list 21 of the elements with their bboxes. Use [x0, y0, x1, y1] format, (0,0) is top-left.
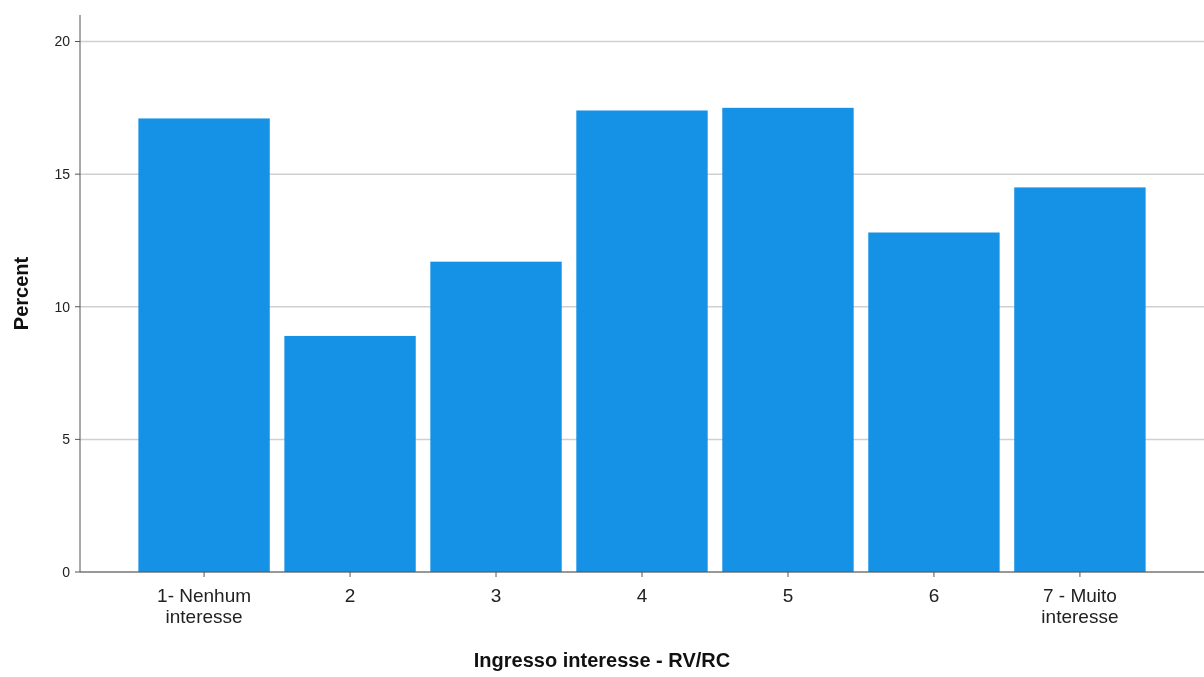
x-tick-label: 6 [928, 585, 940, 606]
x-tick-label: 5 [782, 585, 794, 606]
bar [1014, 187, 1146, 572]
bar [430, 261, 562, 572]
x-tick-label: 3 [490, 585, 502, 606]
y-tick-label: 15 [54, 166, 71, 183]
bar [722, 107, 854, 572]
y-tick-label: 20 [54, 33, 71, 50]
x-tick-label: 1- Nenhum interesse [157, 585, 252, 627]
y-axis-title: Percent [10, 256, 32, 331]
x-axis-title: Ingresso interesse - RV/RC [473, 649, 731, 671]
x-tick-label: 7 - Muito interesse [1041, 585, 1119, 627]
bar [138, 118, 270, 572]
bar [868, 232, 1000, 572]
bar [576, 110, 708, 572]
y-tick-label: 0 [62, 563, 71, 580]
x-tick-label: 4 [636, 585, 648, 606]
y-tick-label: 5 [62, 431, 71, 448]
bar [284, 335, 416, 572]
y-tick-label: 10 [54, 298, 71, 315]
x-tick-label: 2 [344, 585, 356, 606]
